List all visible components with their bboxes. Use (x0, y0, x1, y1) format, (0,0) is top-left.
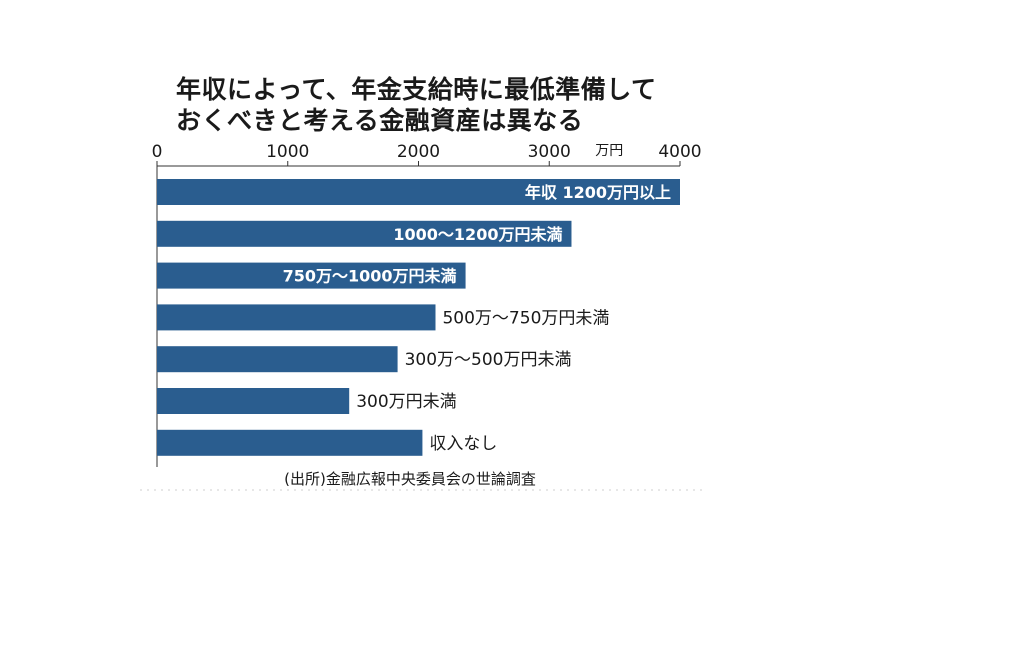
chart-title-line-2: おくべきと考える金融資産は異なる (176, 106, 584, 135)
bar-label: 収入なし (429, 434, 497, 454)
x-tick-label: 2000 (397, 142, 440, 162)
unit-label: 万円 (595, 143, 623, 159)
bar (157, 429, 423, 456)
bar-label: 1000～1200万円未満 (393, 225, 562, 244)
x-tick-label: 1000 (266, 142, 309, 162)
x-tick-label: 4000 (658, 142, 701, 162)
bar (157, 262, 466, 289)
bar (157, 388, 350, 414)
bar (157, 304, 436, 331)
source-note: (出所)金融広報中央委員会の世論調査 (284, 470, 536, 488)
bars (157, 179, 680, 456)
bar-label: 300万円未満 (356, 392, 456, 412)
bar-label: 300万～500万円未満 (405, 350, 572, 370)
x-tick-label: 3000 (528, 142, 571, 162)
bar-label: 500万～750万円未満 (442, 308, 609, 328)
chart-title-line-1: 年収によって、年金支給時に最低準備して (176, 75, 657, 104)
chart-title: 年収によって、年金支給時に最低準備して おくべきと考える金融資産は異なる (176, 74, 657, 136)
x-tick-label: 0 (152, 142, 163, 162)
bar-label: 年収 1200万円以上 (525, 183, 671, 202)
bar (157, 179, 680, 205)
bar-labels: 年収 1200万円以上 1000～1200万円未満 750万～1000万円未満 500… (283, 183, 671, 454)
x-axis: 0 1000 2000 3000 4000 (152, 142, 702, 467)
bar (157, 346, 398, 373)
bar-label: 750万～1000万円未満 (283, 267, 457, 286)
bar (157, 220, 572, 247)
